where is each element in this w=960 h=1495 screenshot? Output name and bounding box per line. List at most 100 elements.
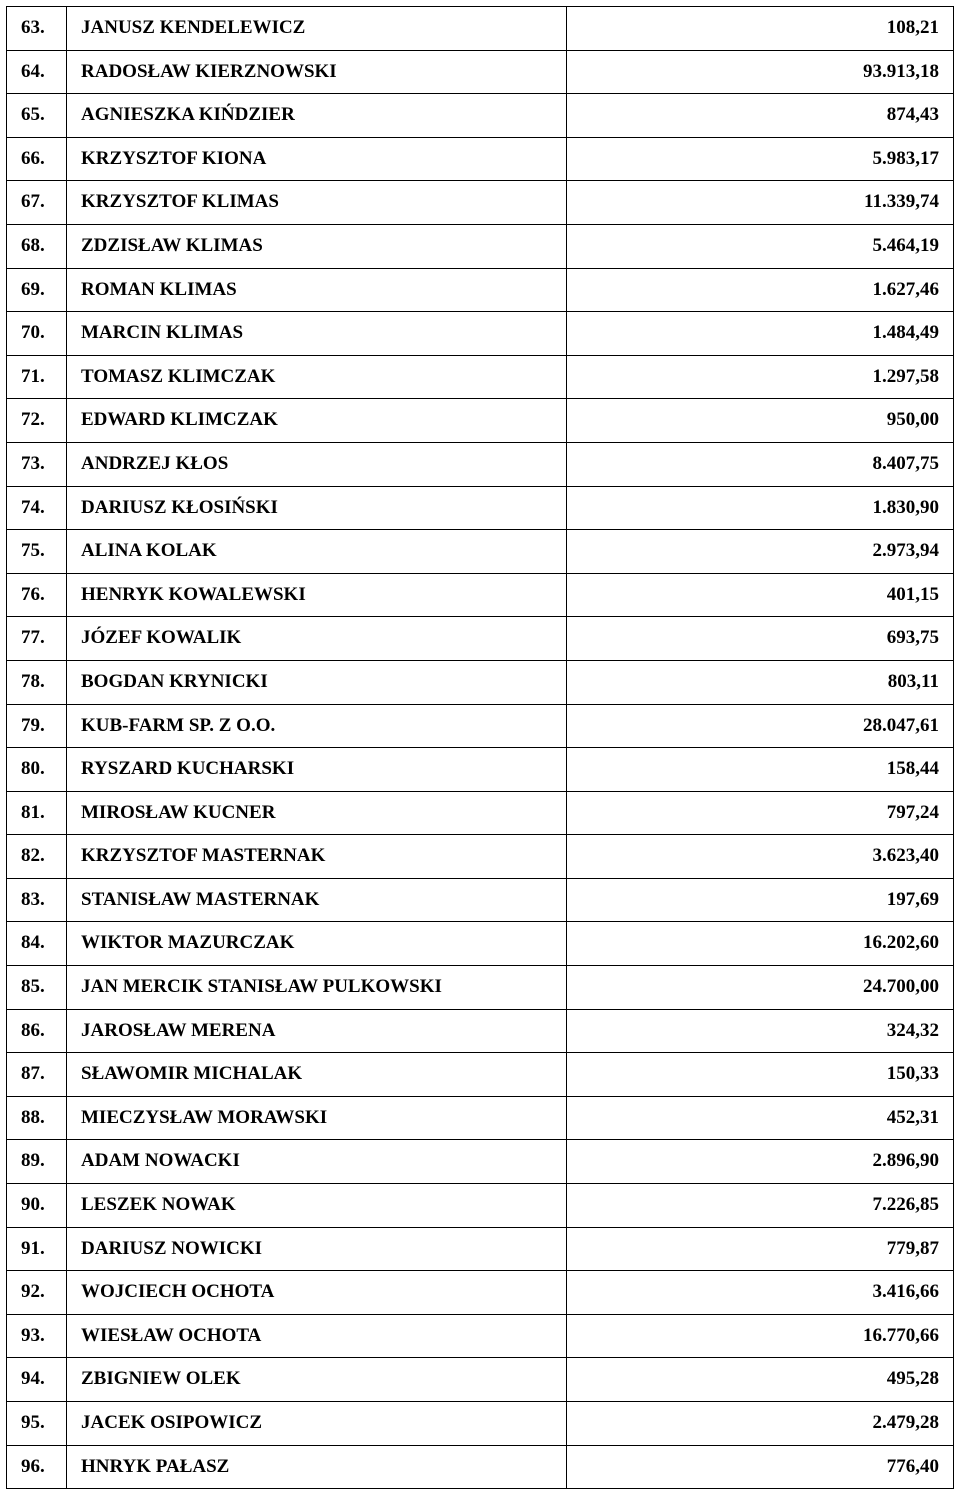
table-row: 89.ADAM NOWACKI2.896,90 (7, 1140, 954, 1184)
row-value: 5.983,17 (567, 137, 954, 181)
row-name: HNRYK PAŁASZ (67, 1445, 567, 1489)
table-row: 78.BOGDAN KRYNICKI803,11 (7, 660, 954, 704)
row-number: 76. (7, 573, 67, 617)
row-name: AGNIESZKA KIŃDZIER (67, 94, 567, 138)
table-row: 70.MARCIN KLIMAS1.484,49 (7, 312, 954, 356)
row-value: 3.623,40 (567, 835, 954, 879)
row-number: 74. (7, 486, 67, 530)
row-number: 84. (7, 922, 67, 966)
row-name: ALINA KOLAK (67, 530, 567, 574)
row-name: ZDZISŁAW KLIMAS (67, 224, 567, 268)
row-value: 24.700,00 (567, 966, 954, 1010)
row-name: ZBIGNIEW OLEK (67, 1358, 567, 1402)
row-number: 75. (7, 530, 67, 574)
table-row: 71.TOMASZ KLIMCZAK1.297,58 (7, 355, 954, 399)
row-number: 83. (7, 878, 67, 922)
row-value: 7.226,85 (567, 1184, 954, 1228)
row-value: 8.407,75 (567, 442, 954, 486)
row-number: 73. (7, 442, 67, 486)
row-name: DARIUSZ NOWICKI (67, 1227, 567, 1271)
row-number: 89. (7, 1140, 67, 1184)
table-row: 64.RADOSŁAW KIERZNOWSKI93.913,18 (7, 50, 954, 94)
row-name: WIKTOR MAZURCZAK (67, 922, 567, 966)
row-name: JÓZEF KOWALIK (67, 617, 567, 661)
table-row: 92.WOJCIECH OCHOTA3.416,66 (7, 1271, 954, 1315)
row-number: 80. (7, 748, 67, 792)
row-name: MIROSŁAW KUCNER (67, 791, 567, 835)
row-value: 2.479,28 (567, 1402, 954, 1446)
table-row: 95.JACEK OSIPOWICZ2.479,28 (7, 1402, 954, 1446)
row-value: 693,75 (567, 617, 954, 661)
row-name: SŁAWOMIR MICHALAK (67, 1053, 567, 1097)
row-name: LESZEK NOWAK (67, 1184, 567, 1228)
row-name: MARCIN KLIMAS (67, 312, 567, 356)
row-value: 93.913,18 (567, 50, 954, 94)
row-value: 1.627,46 (567, 268, 954, 312)
row-number: 79. (7, 704, 67, 748)
row-value: 2.896,90 (567, 1140, 954, 1184)
table-row: 68.ZDZISŁAW KLIMAS5.464,19 (7, 224, 954, 268)
table-body: 63.JANUSZ KENDELEWICZ108,2164.RADOSŁAW K… (7, 7, 954, 1489)
row-number: 93. (7, 1314, 67, 1358)
row-number: 81. (7, 791, 67, 835)
table-row: 76.HENRYK KOWALEWSKI401,15 (7, 573, 954, 617)
table-row: 96.HNRYK PAŁASZ776,40 (7, 1445, 954, 1489)
table-row: 63.JANUSZ KENDELEWICZ108,21 (7, 7, 954, 51)
table-row: 81.MIROSŁAW KUCNER797,24 (7, 791, 954, 835)
row-number: 67. (7, 181, 67, 225)
row-name: KRZYSZTOF KLIMAS (67, 181, 567, 225)
table-row: 65.AGNIESZKA KIŃDZIER874,43 (7, 94, 954, 138)
row-name: MIECZYSŁAW MORAWSKI (67, 1096, 567, 1140)
table-row: 72.EDWARD KLIMCZAK950,00 (7, 399, 954, 443)
row-name: WIESŁAW OCHOTA (67, 1314, 567, 1358)
row-name: KRZYSZTOF KIONA (67, 137, 567, 181)
row-value: 28.047,61 (567, 704, 954, 748)
row-value: 197,69 (567, 878, 954, 922)
row-name: BOGDAN KRYNICKI (67, 660, 567, 704)
table-row: 79.KUB-FARM SP. Z O.O.28.047,61 (7, 704, 954, 748)
table-row: 66.KRZYSZTOF KIONA5.983,17 (7, 137, 954, 181)
row-number: 87. (7, 1053, 67, 1097)
row-number: 96. (7, 1445, 67, 1489)
row-value: 874,43 (567, 94, 954, 138)
table-row: 69.ROMAN KLIMAS1.627,46 (7, 268, 954, 312)
row-number: 77. (7, 617, 67, 661)
row-value: 495,28 (567, 1358, 954, 1402)
row-name: JAROSŁAW MERENA (67, 1009, 567, 1053)
row-number: 65. (7, 94, 67, 138)
table-row: 87.SŁAWOMIR MICHALAK150,33 (7, 1053, 954, 1097)
row-value: 803,11 (567, 660, 954, 704)
table-row: 67.KRZYSZTOF KLIMAS11.339,74 (7, 181, 954, 225)
row-value: 452,31 (567, 1096, 954, 1140)
row-name: KUB-FARM SP. Z O.O. (67, 704, 567, 748)
row-number: 72. (7, 399, 67, 443)
data-table: 63.JANUSZ KENDELEWICZ108,2164.RADOSŁAW K… (6, 6, 954, 1489)
row-name: STANISŁAW MASTERNAK (67, 878, 567, 922)
table-row: 90.LESZEK NOWAK7.226,85 (7, 1184, 954, 1228)
row-number: 63. (7, 7, 67, 51)
table-row: 85.JAN MERCIK STANISŁAW PULKOWSKI24.700,… (7, 966, 954, 1010)
row-value: 776,40 (567, 1445, 954, 1489)
row-name: RYSZARD KUCHARSKI (67, 748, 567, 792)
row-number: 66. (7, 137, 67, 181)
row-value: 324,32 (567, 1009, 954, 1053)
row-value: 108,21 (567, 7, 954, 51)
table-row: 74.DARIUSZ KŁOSIŃSKI1.830,90 (7, 486, 954, 530)
row-value: 3.416,66 (567, 1271, 954, 1315)
row-number: 95. (7, 1402, 67, 1446)
table-row: 83.STANISŁAW MASTERNAK197,69 (7, 878, 954, 922)
row-number: 86. (7, 1009, 67, 1053)
row-value: 5.464,19 (567, 224, 954, 268)
row-name: HENRYK KOWALEWSKI (67, 573, 567, 617)
table-row: 84.WIKTOR MAZURCZAK16.202,60 (7, 922, 954, 966)
row-value: 2.973,94 (567, 530, 954, 574)
row-value: 158,44 (567, 748, 954, 792)
row-number: 94. (7, 1358, 67, 1402)
table-row: 80.RYSZARD KUCHARSKI158,44 (7, 748, 954, 792)
row-name: KRZYSZTOF MASTERNAK (67, 835, 567, 879)
row-value: 1.830,90 (567, 486, 954, 530)
row-value: 1.297,58 (567, 355, 954, 399)
row-name: EDWARD KLIMCZAK (67, 399, 567, 443)
row-number: 85. (7, 966, 67, 1010)
row-value: 16.770,66 (567, 1314, 954, 1358)
